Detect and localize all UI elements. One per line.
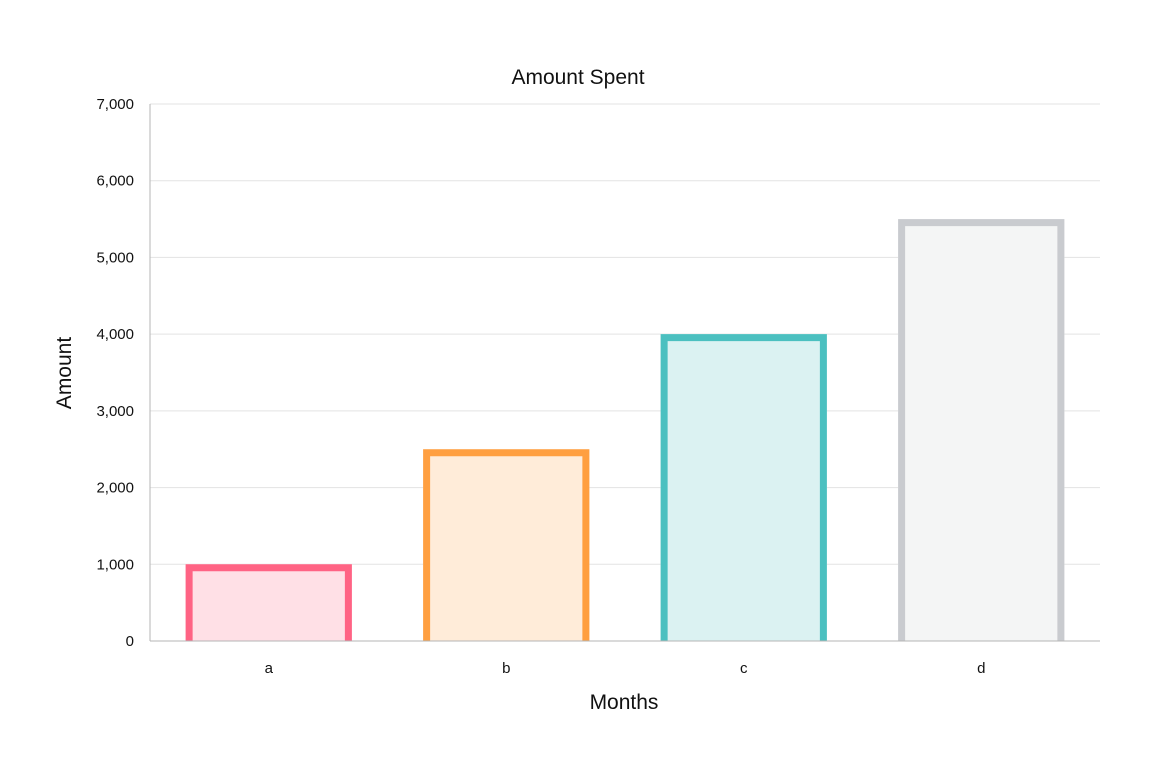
- chart-title: Amount Spent: [511, 66, 644, 89]
- y-axis-ticks: 0 1,000 2,000 3,000 4,000 5,000 6,000 7,000: [96, 96, 134, 650]
- gridlines: [150, 103, 1100, 565]
- y-tick-label: 6,000: [96, 173, 134, 190]
- axes: [149, 104, 1100, 642]
- bar-border-d: [898, 219, 1065, 641]
- y-tick-label: 1,000: [96, 556, 134, 573]
- y-axis-title: Amount: [53, 337, 76, 410]
- x-tick-label: a: [265, 660, 274, 677]
- x-tick-label: b: [502, 660, 510, 677]
- x-tick-label: d: [977, 660, 985, 677]
- y-tick-label: 0: [126, 633, 134, 650]
- y-tick-label: 3,000: [96, 403, 134, 420]
- x-tick-label: c: [740, 660, 748, 677]
- bar-c: [660, 334, 827, 641]
- bar-b: [423, 449, 590, 641]
- x-axis-title: Months: [590, 691, 659, 714]
- x-axis-ticks: a b c d: [265, 660, 986, 677]
- bar-border-c: [660, 334, 827, 641]
- y-tick-label: 4,000: [96, 326, 134, 343]
- y-tick-label: 7,000: [96, 96, 134, 113]
- bar-d: [898, 219, 1065, 642]
- y-tick-label: 5,000: [96, 249, 134, 266]
- bar-border-a: [185, 564, 352, 641]
- bar-border-b: [423, 449, 590, 641]
- y-tick-label: 2,000: [96, 480, 134, 497]
- bar-a: [185, 564, 352, 641]
- bars: [185, 219, 1065, 642]
